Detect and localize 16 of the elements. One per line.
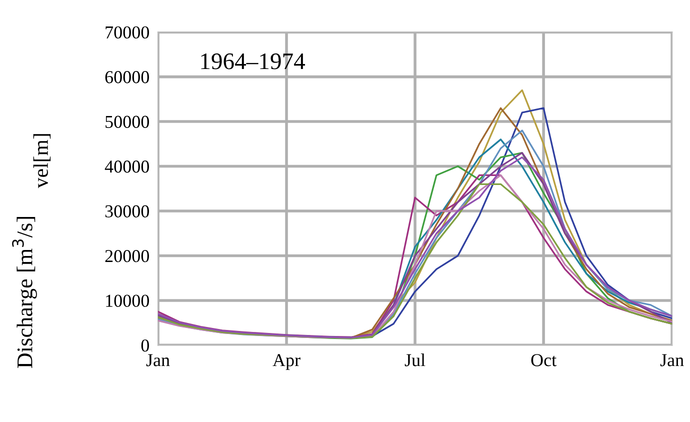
y-tick-label: 50000 [106,116,149,128]
y-axis-title: Discharge [m$^{3}$/s] [12,217,37,368]
y-tick-label: 10000 [106,294,149,307]
text: 1964–1974 [201,53,306,70]
x-tick-label: Jul [404,354,426,366]
x-tick-label: Apr [272,354,300,370]
y-tick-label: 40000 [104,160,149,173]
y-tick-label: 70000 [106,26,149,39]
y-tick-label: 0 [141,339,149,352]
y-tick-label: 60000 [105,71,149,84]
x-tick-label: Oct [531,354,556,366]
y-tick-label: 30000 [105,205,149,218]
text: vel[m] [33,134,51,188]
y-tick-label: 20000 [105,250,149,262]
x-tick-label: Jan [660,354,684,366]
x-tick-label: Jan [146,354,170,366]
